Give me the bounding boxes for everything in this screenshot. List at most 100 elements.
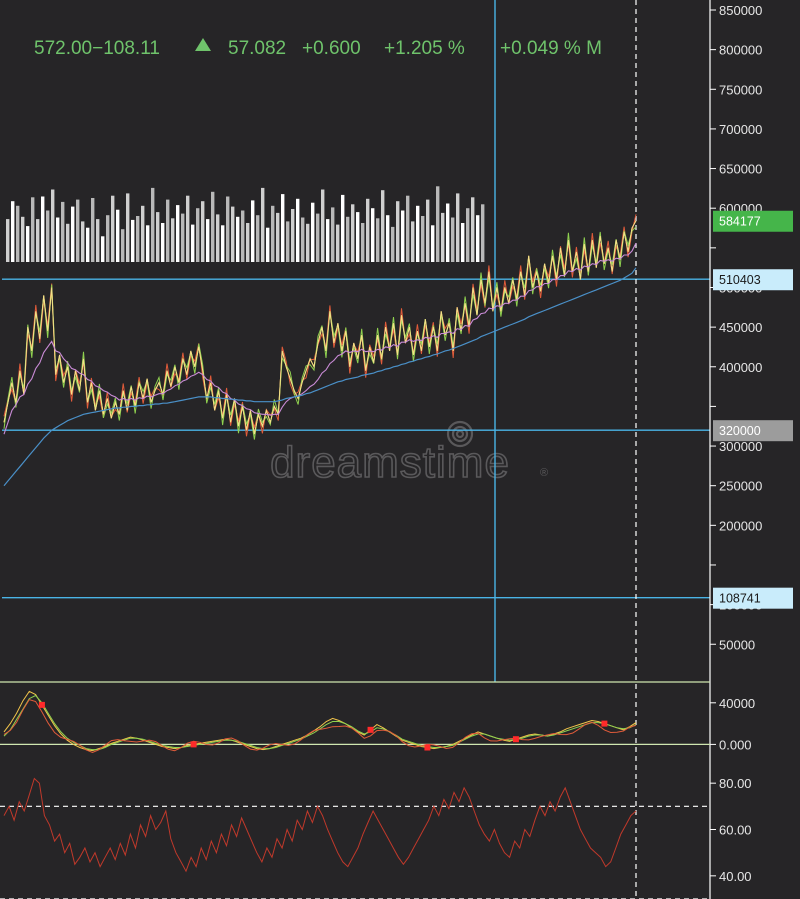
oscillator-tick-label: 40000 (719, 696, 755, 711)
volume-bar (281, 194, 285, 262)
volume-bar (171, 218, 175, 262)
volume-bar (156, 212, 160, 262)
volume-bar (166, 199, 170, 262)
volume-bar (116, 209, 120, 262)
volume-bar (396, 201, 400, 262)
y-tick-label: 450000 (719, 320, 762, 335)
volume-bar (301, 217, 305, 262)
price-line (3, 220, 637, 435)
volume-bar (71, 206, 75, 262)
rsi-panel: 80.00 60.00 40.00 (0, 776, 752, 899)
triangle-up-icon (195, 38, 211, 51)
volume-bar (216, 214, 220, 262)
volume-bar (346, 216, 350, 262)
volume-bar (361, 223, 365, 262)
volume-bar (211, 191, 215, 262)
volume-bar (121, 229, 125, 262)
price-badge (713, 210, 793, 232)
volume-bar (46, 210, 50, 262)
oscillator-tick-label: 0.000 (719, 737, 752, 752)
volume-bar (16, 205, 20, 262)
volume-bar (131, 219, 135, 262)
price-badge-label: 584177 (719, 215, 761, 229)
header-extra: +0.049 % M (500, 38, 602, 59)
volume-bar (186, 195, 190, 262)
volume-bar (376, 218, 380, 262)
volume-bar (481, 204, 485, 262)
volume-bar (246, 223, 250, 262)
rsi-line (3, 777, 637, 873)
volume-bar (41, 196, 45, 262)
rsi-tick-label: 80.00 (719, 776, 752, 791)
oscillator-line (3, 694, 637, 751)
volume-bar (371, 208, 375, 262)
volume-bar (316, 213, 320, 262)
volume-bar (441, 212, 445, 262)
header-last: 57.082 (228, 38, 286, 59)
volume-bar (226, 196, 230, 262)
price-badge (713, 587, 793, 609)
volume-bar (386, 215, 390, 262)
volume-bar (191, 224, 195, 262)
volume-bar (341, 194, 345, 262)
volume-bar (26, 226, 30, 262)
ma-fast-line (3, 242, 637, 435)
volume-bar (101, 236, 105, 262)
volume-bar (446, 203, 450, 262)
volume-bar (6, 219, 10, 262)
volume-bar (456, 193, 460, 262)
oscillator-line (3, 690, 637, 752)
rsi-tick-label: 60.00 (719, 823, 752, 838)
volume-bar (431, 225, 435, 262)
volume-bar (196, 208, 200, 262)
volume-bar (146, 225, 150, 262)
volume-bar (306, 223, 310, 262)
y-tick-label: 250000 (719, 479, 762, 494)
volume-bar (356, 212, 360, 262)
price-lines (2, 0, 710, 899)
y-tick-label: 200000 (719, 518, 762, 533)
y-tick-label: 750000 (719, 82, 762, 97)
header-range: 572.00−108.11 (34, 38, 160, 59)
volume-bar (161, 223, 165, 262)
volume-bar (421, 216, 425, 262)
oscillator-marker (367, 726, 374, 733)
volume-bar (336, 224, 340, 262)
volume-bar (471, 197, 475, 262)
volume-bar (321, 189, 325, 262)
volume-bar (271, 205, 275, 262)
volume-bar (331, 207, 335, 262)
volume-bar (276, 212, 280, 262)
rsi-tick-label: 40.00 (719, 869, 752, 884)
volume-bar (21, 216, 25, 262)
oscillator-marker (424, 744, 431, 751)
volume-bar (366, 198, 370, 262)
oscillator-panel: 40000 0.000 (0, 681, 755, 754)
header-change-pct: +1.205 % (384, 38, 465, 59)
ma-slow-line (3, 267, 637, 487)
volume-bar (261, 187, 265, 262)
header-change: +0.600 (302, 38, 361, 59)
oscillator-marker (38, 701, 45, 708)
volume-bar (466, 208, 470, 262)
price-badge-label: 320000 (719, 424, 761, 438)
volume-bar (311, 202, 315, 262)
oscillator-signal-line (3, 699, 637, 754)
volume-bar (96, 219, 100, 262)
volume-bar (106, 215, 110, 262)
header-readout: 572.00−108.11 57.082 +0.600 +1.205 % +0.… (34, 38, 602, 59)
oscillator-marker (512, 736, 519, 743)
volume-bar (391, 226, 395, 262)
volume-bar (201, 201, 205, 262)
watermark: dreamstime ® (269, 420, 548, 488)
volume-bar (296, 198, 300, 262)
volume-bar (206, 219, 210, 262)
volume-bar (266, 227, 270, 262)
volume-bar (126, 193, 130, 262)
watermark-reg-mark: ® (540, 467, 548, 479)
volume-bars (6, 186, 485, 262)
volume-bar (241, 210, 245, 262)
volume-bar (36, 219, 40, 262)
